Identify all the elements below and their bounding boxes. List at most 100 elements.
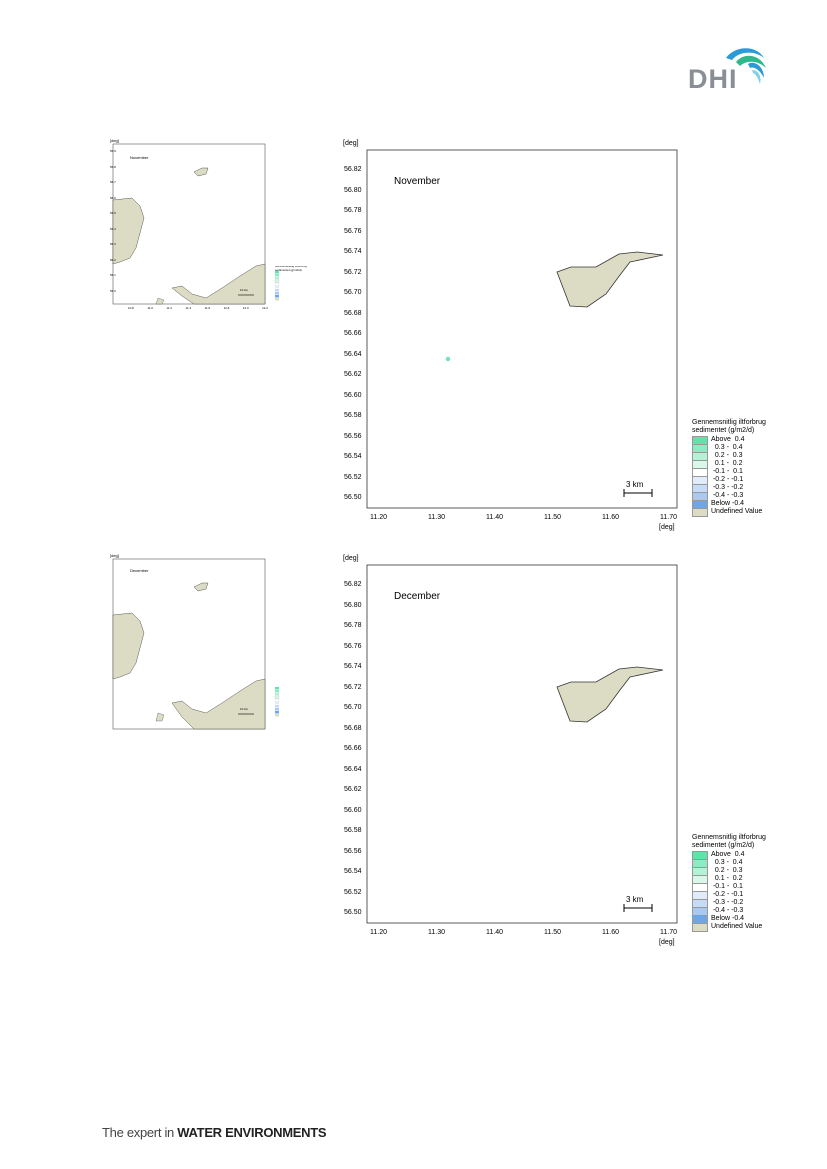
y-tick: 56.70 (344, 704, 362, 711)
map-plot-area (366, 149, 678, 509)
x-tick: 11.60 (602, 929, 619, 936)
data-marker (445, 356, 451, 362)
overview-x-axis: 10.8 11.0 11.2 11.4 11.6 11.8 12.0 12.2 (128, 306, 268, 310)
x-tick: 11.30 (428, 929, 445, 936)
legend-swatch (692, 507, 708, 517)
overview-x-tick: 11.2 (166, 306, 173, 310)
overview-scale: 10 km (240, 707, 249, 711)
x-tick: 11.30 (428, 514, 445, 521)
y-tick: 56.62 (344, 786, 362, 793)
legend-title: sedimentet (g/m2/d) (692, 842, 755, 849)
y-tick: 56.72 (344, 683, 362, 691)
tagline-prefix: The expert in (102, 1125, 178, 1140)
legend-label: Below -0.4 (711, 500, 745, 507)
overview-scale: 10 km (240, 288, 249, 292)
legend-label: -0.3 - -0.2 (711, 484, 744, 491)
map-november: [deg] November 3 km 56.82 56.80 56.78 56… (340, 138, 685, 538)
x-tick: 11.40 (486, 514, 503, 521)
y-tick: 56.80 (344, 186, 362, 194)
legend-row: Undefined Value (692, 507, 766, 517)
legend-items: Above 0.4 0.3 - 0.4 0.2 - 0.3 0.1 - 0.2 … (692, 850, 766, 932)
y-tick: 56.60 (344, 391, 362, 399)
y-tick: 56.54 (344, 453, 362, 460)
overview-y-tick: 56.5 (110, 211, 116, 215)
overview-x-tick: 11.4 (185, 306, 192, 310)
overview-legend-swatches (274, 680, 310, 728)
y-tick: 56.60 (344, 806, 362, 814)
y-tick: 56.72 (344, 268, 362, 276)
legend-title: Gennemsnitlig iltforbrug (692, 834, 766, 841)
y-tick: 56.66 (344, 330, 362, 337)
legend-label: Above 0.4 (711, 851, 745, 858)
overview-unit: [deg] (110, 553, 119, 558)
x-unit-label: [deg] (659, 524, 675, 531)
y-tick: 56.74 (344, 663, 362, 670)
legend-label: Undefined Value (711, 923, 763, 930)
legend-label: 0.2 - 0.3 (711, 452, 743, 459)
y-tick: 56.82 (344, 581, 362, 588)
footer-tagline: The expert in WATER ENVIRONMENTS (102, 1125, 327, 1140)
legend-december: Gennemsnitlig iltforbrug sedimentet (g/m… (692, 834, 766, 932)
overview-y-tick: 56.2 (110, 257, 116, 262)
x-tick: 11.20 (370, 514, 387, 521)
y-tick: 56.64 (344, 350, 362, 358)
y-tick: 56.78 (344, 207, 362, 214)
overview-title: November (130, 155, 149, 160)
legend-label: 0.1 - 0.2 (711, 460, 743, 467)
logo-text: DHI (688, 64, 738, 94)
y-tick: 56.66 (344, 745, 362, 752)
legend-label: -0.4 - -0.3 (711, 907, 744, 914)
legend-november: Gennemsnitlig iltforbrug sedimentet (g/m… (692, 419, 766, 517)
y-tick: 56.56 (344, 847, 362, 855)
legend-label: 0.1 - 0.2 (711, 875, 743, 882)
overview-y-tick: 56.7 (110, 180, 116, 184)
legend-label: 0.3 - 0.4 (711, 859, 743, 866)
y-tick: 56.78 (344, 622, 362, 629)
y-tick: 56.68 (344, 724, 362, 732)
tagline-emphasis: WATER ENVIRONMENTS (177, 1125, 327, 1140)
overview-y-tick: 56.1 (110, 273, 116, 277)
y-tick: 56.76 (344, 642, 362, 650)
overview-x-tick: 12.0 (242, 306, 249, 310)
y-tick: 56.52 (344, 888, 362, 896)
legend-label: Undefined Value (711, 508, 763, 515)
map-plot-area (366, 564, 678, 924)
legend-label: -0.1 - 0.1 (711, 468, 743, 475)
legend-label: Above 0.4 (711, 436, 745, 443)
overview-y-tick: 56.8 (110, 164, 116, 169)
y-tick: 56.64 (344, 765, 362, 773)
overview-y-tick: 56.6 (110, 195, 116, 200)
y-tick: 56.70 (344, 289, 362, 296)
scale-bar-label: 3 km (626, 895, 644, 904)
overview-map-november: November [deg] 10 km 56.9 56.8 56.7 56.6… (110, 138, 307, 353)
y-unit-label: [deg] (343, 140, 359, 147)
map-title: December (394, 591, 441, 602)
legend-label: 0.2 - 0.3 (711, 867, 743, 874)
x-tick: 11.70 (660, 929, 677, 936)
overview-x-tick: 12.2 (262, 306, 268, 310)
overview-y-tick: 56.4 (110, 226, 116, 231)
map-december: [deg] December 3 km 56.82 56.80 56.78 56… (340, 553, 685, 953)
legend-title: sedimentet (g/m2/d) (692, 427, 755, 434)
legend-swatch (692, 922, 708, 932)
legend-label: -0.1 - 0.1 (711, 883, 743, 890)
overview-y-axis: 56.9 56.8 56.7 56.6 56.5 56.4 56.3 56.2 … (110, 144, 120, 299)
overview-y-tick: 56.0 (110, 288, 116, 293)
y-tick: 56.50 (344, 494, 362, 501)
x-tick: 11.50 (544, 514, 561, 521)
map-title: November (394, 176, 441, 187)
y-unit-label: [deg] (343, 555, 359, 562)
y-tick: 56.68 (344, 309, 362, 317)
overview-x-tick: 11.6 (204, 306, 211, 310)
y-tick: 56.82 (344, 166, 362, 173)
y-tick: 56.58 (344, 827, 362, 834)
overview-x-tick: 10.8 (128, 306, 134, 310)
y-axis: 56.82 56.80 56.78 56.76 56.74 56.72 56.7… (344, 160, 362, 509)
y-tick: 56.62 (344, 371, 362, 378)
y-tick: 56.52 (344, 473, 362, 481)
x-unit-label: [deg] (659, 939, 675, 946)
overview-legend-title: sedimentet (g/m2/d) (275, 268, 302, 272)
overview-map-december: December [deg] 10 km (110, 553, 270, 743)
legend-label: -0.2 - -0.1 (711, 476, 744, 483)
y-tick: 56.76 (344, 227, 362, 235)
